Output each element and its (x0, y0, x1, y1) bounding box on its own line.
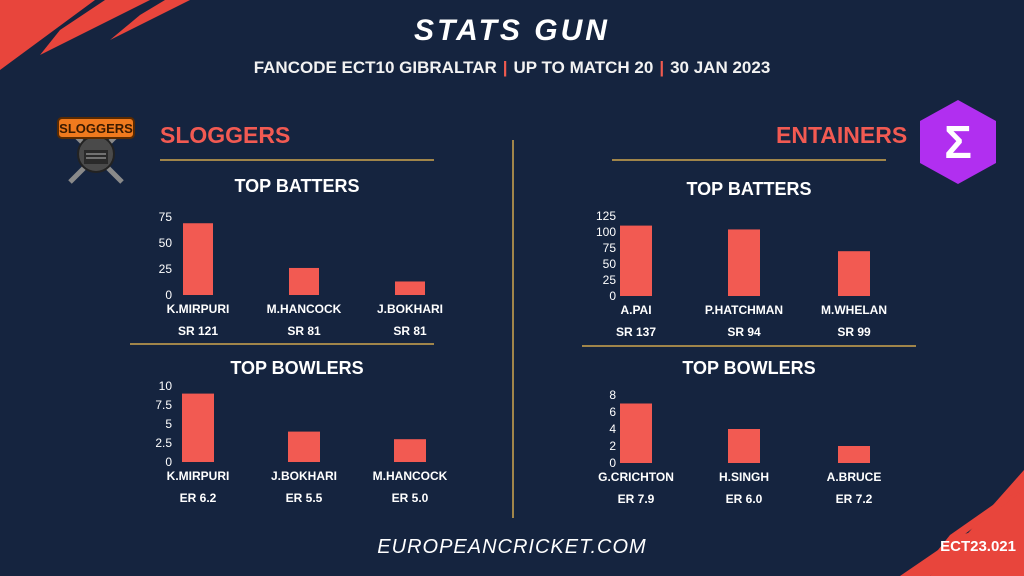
y-tick-label: 6 (609, 405, 616, 419)
chart-entainers-bowlers: 0 2 4 6 8 G.CRICHTON ER 7.9 H.SINGH ER 6.0 A.BRUC… (598, 388, 882, 506)
y-tick-label: 0 (609, 289, 616, 303)
bar-hsingh (728, 429, 760, 463)
category-label: M.HANCOCK (373, 469, 448, 483)
category-label: J.BOKHARI (271, 469, 337, 483)
stat-label: ER 7.9 (618, 492, 655, 506)
bar-phatchman (728, 229, 760, 296)
category-label: G.CRICHTON (598, 470, 674, 484)
bar-jbokhari (288, 431, 320, 462)
category-label: H.SINGH (719, 470, 769, 484)
y-tick-label: 0 (165, 455, 172, 469)
footer-code: ECT23.021 (940, 538, 1016, 555)
y-tick-label: 75 (159, 210, 173, 224)
chart-title-sloggers-batters: TOP BATTERS (234, 176, 360, 196)
y-tick-label: 50 (603, 257, 617, 271)
category-label: M.WHELAN (821, 303, 887, 317)
y-tick-label: 25 (159, 262, 173, 276)
y-tick-label: 75 (603, 241, 617, 255)
y-tick-label: 8 (609, 388, 616, 402)
center-divider (512, 140, 514, 518)
subtitle-separator: | (502, 58, 508, 77)
stat-label: SR 81 (393, 324, 427, 338)
y-tick-label: 7.5 (155, 398, 172, 412)
chart-sloggers-bowlers: 0 2.5 5 7.5 10 K.MIRPURI ER 6.2 J.BOKHARI ER 5.5… (155, 379, 448, 505)
team-name-left: SLOGGERS (160, 122, 291, 148)
y-tick-label: 2 (609, 439, 616, 453)
y-tick-label: 25 (603, 273, 617, 287)
y-tick-label: 10 (159, 379, 173, 393)
stat-label: ER 5.5 (286, 491, 323, 505)
y-tick-label: 2.5 (155, 436, 172, 450)
stat-label: SR 121 (178, 324, 218, 338)
stat-label: ER 5.0 (392, 491, 429, 505)
y-tick-label: 100 (596, 225, 616, 239)
chart-title-entainers-batters: TOP BATTERS (686, 179, 812, 199)
y-tick-label: 125 (596, 209, 616, 223)
entainers-logo-glyph: Σ (944, 116, 972, 168)
stat-label: SR 99 (837, 325, 871, 339)
divider-right-mid (582, 345, 916, 347)
chart-sloggers-batters: 0 25 50 75 K.MIRPURI SR 121 M.HANCOCK SR 81 J.BO… (159, 210, 443, 338)
bar-mwhelan (838, 251, 870, 296)
team-name-right: ENTAINERS (776, 122, 908, 148)
entainers-logo: Σ (920, 100, 996, 184)
category-label: K.MIRPURI (167, 469, 230, 483)
bar-gcrichton (620, 403, 652, 463)
bar-apai (620, 225, 652, 296)
divider-left-top (160, 159, 434, 161)
chart-title-entainers-bowlers: TOP BOWLERS (682, 358, 816, 378)
bar-mhancock (289, 267, 319, 295)
category-label: A.BRUCE (827, 470, 882, 484)
category-label: A.PAI (620, 303, 651, 317)
category-label: M.HANCOCK (267, 302, 342, 316)
divider-left-mid (130, 343, 434, 345)
subtitle-date: 30 JAN 2023 (670, 58, 771, 77)
y-tick-label: 5 (165, 417, 172, 431)
subtitle-separator: | (659, 58, 665, 77)
stat-label: ER 6.2 (180, 491, 217, 505)
page-title: STATS GUN (414, 14, 610, 47)
stat-label: SR 81 (287, 324, 321, 338)
bar-jbokhari (395, 281, 425, 295)
sloggers-logo: SLOGGERS (57, 117, 135, 184)
chart-entainers-batters: 0 25 50 75 100 125 A.PAI SR 137 P.HATCHMAN SR 94 M… (596, 209, 887, 339)
stat-label: SR 137 (616, 325, 656, 339)
page-subtitle: FANCODE ECT10 GIBRALTAR | UP TO MATCH 20 | 3… (0, 58, 1024, 78)
bar-mhancock (394, 439, 426, 462)
y-tick-label: 50 (159, 236, 173, 250)
chart-title-sloggers-bowlers: TOP BOWLERS (230, 358, 364, 378)
subtitle-competition: FANCODE ECT10 GIBRALTAR (253, 58, 497, 77)
category-label: J.BOKHARI (377, 302, 443, 316)
subtitle-match: UP TO MATCH 20 (513, 58, 654, 77)
divider-right-top (612, 159, 886, 161)
bar-abruce (838, 446, 870, 463)
sloggers-logo-text: SLOGGERS (59, 121, 133, 136)
bar-kmirpuri (182, 393, 214, 462)
footer-website: EUROPEANCRICKET.COM (377, 536, 647, 558)
stat-label: SR 94 (727, 325, 761, 339)
category-label: K.MIRPURI (167, 302, 230, 316)
category-label: P.HATCHMAN (705, 303, 783, 317)
bar-kmirpuri (183, 223, 213, 295)
y-tick-label: 0 (165, 288, 172, 302)
stat-label: ER 6.0 (726, 492, 763, 506)
y-tick-label: 4 (609, 422, 616, 436)
y-tick-label: 0 (609, 456, 616, 470)
stat-label: ER 7.2 (836, 492, 873, 506)
